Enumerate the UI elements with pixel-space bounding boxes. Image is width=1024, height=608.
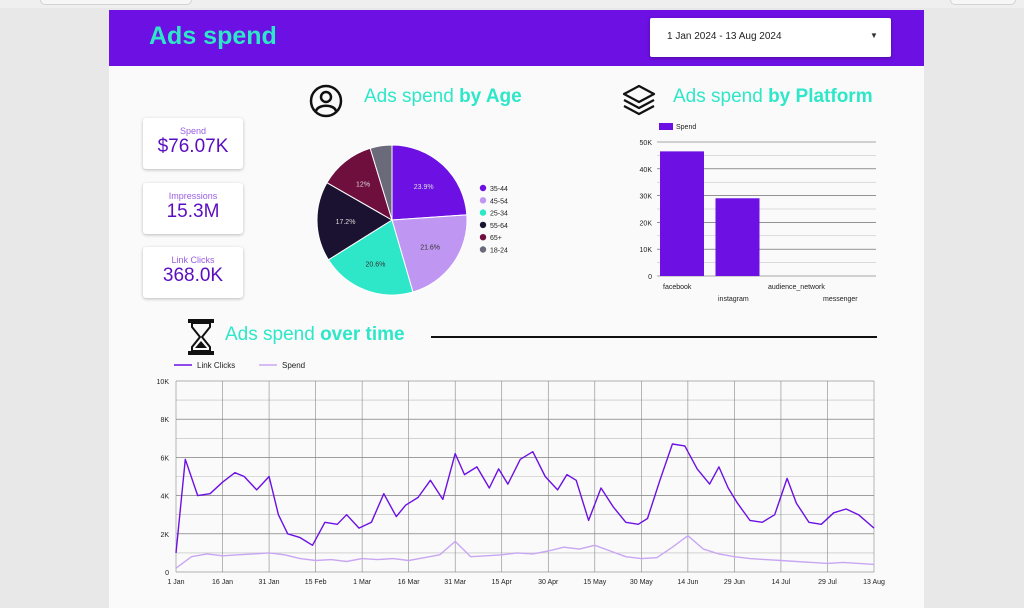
y-tick-label: 0 xyxy=(165,570,169,577)
hourglass-icon xyxy=(188,319,214,355)
report-header: Ads spend 1 Jan 2024 - 13 Aug 2024 ▼ xyxy=(109,10,924,66)
time-section-title: Ads spend over time xyxy=(225,324,405,346)
legend-label: 18-24 xyxy=(490,248,508,255)
y-tick-label: 6K xyxy=(160,455,169,462)
section-title-prefix: Ads spend xyxy=(673,86,769,107)
legend-label: Spend xyxy=(282,361,305,370)
legend-label: 55-64 xyxy=(490,223,508,230)
y-tick-label: 30K xyxy=(640,194,653,201)
x-tick-label: 15 Feb xyxy=(305,579,327,586)
x-tick-label: 30 May xyxy=(630,579,653,586)
time-line-chart: 0 2K 4K 6K 8K 10K 1 Jan 16 Jan 31 Jan 15 Feb 1 Mar… xyxy=(157,361,885,586)
age-section-title: Ads spend by Age xyxy=(364,86,522,108)
series-line xyxy=(175,534,875,569)
x-tick-label: 16 Jan xyxy=(212,579,233,586)
section-title-prefix: Ads spend xyxy=(364,86,460,107)
pie-data-label: 17.2% xyxy=(336,219,356,226)
date-range-value: 1 Jan 2024 - 13 Aug 2024 xyxy=(667,31,782,42)
x-tick-label: 29 Jun xyxy=(724,579,745,586)
x-tick-label: 1 Mar xyxy=(353,579,372,586)
pie-slice xyxy=(391,144,468,221)
legend-swatch xyxy=(479,246,487,253)
x-tick-label: 31 Mar xyxy=(444,579,466,586)
pie-slice xyxy=(316,181,393,261)
x-tick-label: 13 Aug xyxy=(863,579,885,586)
pie-data-label: 21.6% xyxy=(420,245,440,252)
y-tick-label: 0 xyxy=(648,274,652,281)
platform-bar-chart: 0 10K 20K 30K 40K 50K Spend facebook instagram au… xyxy=(640,123,876,303)
kpi-card-link-clicks: Link Clicks 368.0K xyxy=(143,247,243,298)
section-title-bold: by Platform xyxy=(768,86,873,107)
report-canvas: Ads spend 1 Jan 2024 - 13 Aug 2024 ▼ Spe… xyxy=(109,10,924,608)
legend-label: 35-44 xyxy=(490,186,508,193)
legend-label: 45-54 xyxy=(490,198,508,205)
kpi-value: 15.3M xyxy=(166,201,220,222)
legend-swatch xyxy=(479,234,487,241)
browser-tab[interactable] xyxy=(950,0,1016,5)
pie-slice xyxy=(391,214,468,293)
y-tick-label: 4K xyxy=(160,494,169,501)
page-title: Ads spend xyxy=(149,22,277,50)
kpi-label: Spend xyxy=(179,126,207,136)
section-title-bold: over time xyxy=(320,324,405,345)
kpi-card-impressions: Impressions 15.3M xyxy=(143,183,243,234)
pie-data-label: 12% xyxy=(356,182,370,189)
legend-swatch xyxy=(479,184,487,192)
platform-section-title: Ads spend by Platform xyxy=(673,86,873,108)
x-tick-label: 1 Jan xyxy=(167,579,184,586)
x-tick-label: 29 Jul xyxy=(818,579,837,586)
bar xyxy=(715,198,760,276)
legend-swatch xyxy=(479,197,487,204)
y-tick-label: 10K xyxy=(640,247,653,254)
pie-slice xyxy=(327,219,414,296)
pie-data-label: 23.9% xyxy=(414,184,434,191)
x-tick-label: instagram xyxy=(718,296,749,303)
kpi-label: Link Clicks xyxy=(171,255,215,265)
legend-label: 25-34 xyxy=(490,211,508,218)
y-tick-label: 8K xyxy=(160,417,169,424)
section-title-prefix: Ads spend xyxy=(225,324,321,345)
pie-data-label: 20.6% xyxy=(365,261,385,268)
x-tick-label: 14 Jun xyxy=(677,579,698,586)
x-tick-label: audience_network xyxy=(768,284,825,291)
user-circle-icon xyxy=(309,84,343,118)
x-tick-label: facebook xyxy=(663,284,692,291)
legend-swatch xyxy=(659,123,673,130)
x-tick-label: 14 Jul xyxy=(772,579,791,586)
y-tick-label: 50K xyxy=(640,140,653,147)
y-tick-label: 2K xyxy=(160,532,169,539)
y-tick-label: 20K xyxy=(640,220,653,227)
x-tick-label: 15 May xyxy=(583,579,606,586)
legend-label: Link Clicks xyxy=(197,361,235,370)
bar xyxy=(660,151,704,276)
legend-swatch xyxy=(479,221,487,229)
dropdown-caret-icon[interactable]: ▼ xyxy=(870,31,878,40)
browser-top-strip xyxy=(0,0,1024,8)
section-divider xyxy=(431,336,877,338)
x-tick-label: 15 Apr xyxy=(492,579,513,586)
x-tick-label: 31 Jan xyxy=(259,579,280,586)
age-pie-chart: 23.9% 21.6% 20.6% 17.2% 12% 35-44 45-54 25-34 55… xyxy=(316,144,508,296)
kpi-label: Impressions xyxy=(168,191,218,201)
section-title-bold: by Age xyxy=(459,86,522,107)
x-tick-label: 16 Mar xyxy=(398,579,420,586)
layers-icon xyxy=(622,84,656,116)
y-tick-label: 10K xyxy=(157,379,170,386)
series-line xyxy=(175,443,875,553)
pie-slice xyxy=(369,144,393,221)
kpi-value: $76.07K xyxy=(157,136,229,157)
browser-tab[interactable] xyxy=(40,0,192,5)
kpi-card-spend: Spend $76.07K xyxy=(143,118,243,169)
date-range-picker[interactable]: 1 Jan 2024 - 13 Aug 2024 ▼ xyxy=(650,18,891,57)
legend-swatch xyxy=(479,209,487,216)
x-tick-label: 30 Apr xyxy=(538,579,559,586)
y-tick-label: 40K xyxy=(640,167,653,174)
kpi-value: 368.0K xyxy=(162,265,224,286)
x-tick-label: messenger xyxy=(823,296,858,303)
legend-label: 65+ xyxy=(490,235,502,242)
legend-label: Spend xyxy=(676,124,696,131)
